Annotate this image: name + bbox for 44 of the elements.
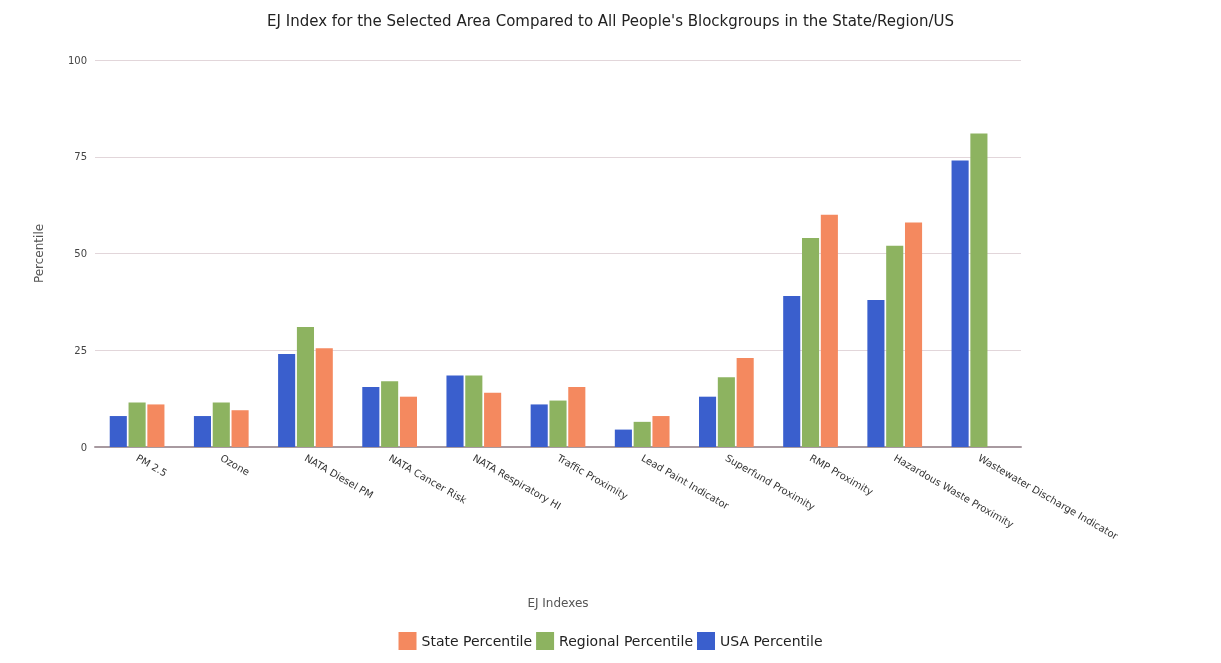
bar: [549, 400, 567, 447]
y-tick-label: 75: [74, 151, 87, 163]
bar: [399, 396, 417, 447]
y-tick-label: 50: [74, 248, 87, 259]
bar: [109, 416, 127, 447]
y-tick-label: 100: [67, 54, 87, 66]
bar: [278, 354, 296, 447]
legend-label: USA Percentile: [720, 633, 823, 649]
bar: [484, 392, 502, 447]
bar: [362, 387, 380, 447]
bar: [886, 245, 904, 447]
y-axis-title: Percentile: [32, 223, 46, 284]
bar: [633, 421, 651, 447]
legend-label: State Percentile: [421, 633, 533, 649]
bar: [652, 416, 670, 447]
bar: [820, 214, 838, 447]
bar: [231, 410, 249, 447]
bar: [128, 402, 146, 447]
bar: [193, 416, 212, 447]
bar: [699, 396, 717, 447]
bar: [147, 404, 165, 447]
bar: [783, 296, 801, 447]
bar: [614, 429, 632, 447]
bar: [736, 357, 754, 447]
bar: [212, 402, 230, 447]
bar: [530, 404, 548, 447]
bar: [867, 299, 885, 447]
bar: [970, 133, 988, 447]
bar: [568, 387, 586, 447]
bar: [381, 381, 399, 447]
bar: [802, 238, 820, 447]
bar: [904, 222, 923, 447]
y-tick-label: 25: [74, 344, 87, 356]
legend-label: Regional Percentile: [559, 633, 694, 649]
bar: [717, 377, 735, 447]
bar: [446, 375, 464, 447]
y-tick-label: 0: [80, 441, 87, 453]
bar: [951, 160, 969, 447]
bar: [465, 375, 483, 447]
bar: [315, 348, 333, 447]
x-axis-title: EJ Indexes: [527, 596, 589, 610]
x-tick-label: PM 2.5: [134, 452, 170, 479]
chart-title: EJ Index for the Selected Area Compared to All People's Blockgroups in the State/Region/US: [267, 11, 954, 30]
bar: [296, 327, 314, 447]
